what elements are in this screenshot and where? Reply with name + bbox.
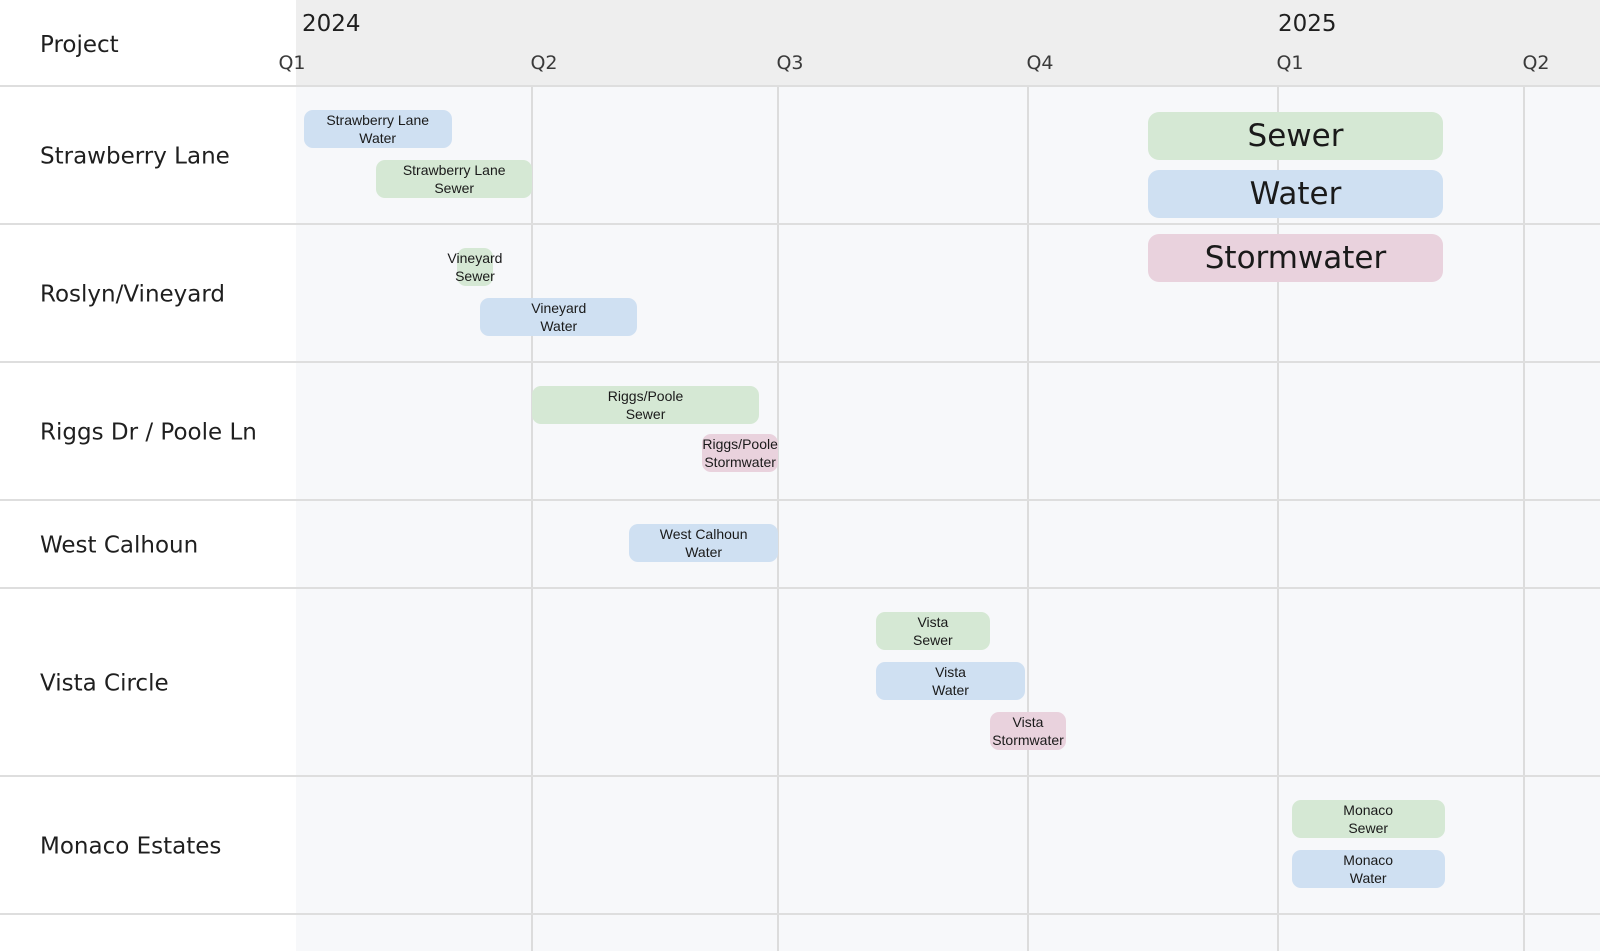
project-column-header: Project (0, 0, 296, 86)
project-column-title: Project (40, 32, 119, 58)
task-bar-sewer[interactable]: Monaco Sewer (1291, 800, 1445, 838)
task-bar-sewer[interactable]: Strawberry Lane Sewer (376, 160, 532, 198)
task-bar-water[interactable]: West Calhoun Water (629, 524, 778, 562)
row-divider (0, 913, 1600, 915)
quarter-label: Q2 (530, 52, 558, 74)
task-bar-sewer[interactable]: Riggs/Poole Sewer (532, 386, 760, 424)
quarter-label: Q1 (278, 52, 306, 74)
quarter-gridline (531, 86, 533, 951)
row-divider (0, 587, 1600, 589)
quarter-label: Q3 (776, 52, 804, 74)
task-bar-stormwater[interactable]: Vista Stormwater (989, 712, 1067, 750)
legend-item-stormwater: Stormwater (1148, 234, 1443, 282)
row-label: West Calhoun (40, 532, 199, 559)
row-divider (0, 361, 1600, 363)
quarter-label: Q4 (1026, 52, 1054, 74)
task-bar-sewer[interactable]: Vineyard Sewer (447, 248, 503, 286)
quarter-gridline (1027, 86, 1029, 951)
quarter-gridline (1277, 86, 1279, 951)
row-divider (0, 85, 1600, 87)
task-bar-sewer[interactable]: Vista Sewer (875, 612, 990, 650)
task-bar-water[interactable]: Vineyard Water (480, 298, 638, 336)
quarter-gridline (777, 86, 779, 951)
row-divider (0, 223, 1600, 225)
legend-item-water: Water (1148, 170, 1443, 218)
quarter-gridline (1523, 86, 1525, 951)
row-label: Strawberry Lane (40, 143, 230, 170)
row-label: Riggs Dr / Poole Ln (40, 419, 257, 446)
quarter-label: Q1 (1276, 52, 1304, 74)
quarter-label: Q2 (1522, 52, 1550, 74)
row-divider (0, 499, 1600, 501)
task-bar-water[interactable]: Strawberry Lane Water (303, 110, 452, 148)
row-label: Roslyn/Vineyard (40, 281, 226, 308)
year-label: 2025 (1278, 11, 1337, 37)
legend-item-sewer: Sewer (1148, 112, 1443, 160)
task-bar-stormwater[interactable]: Riggs/Poole Stormwater (702, 434, 778, 472)
task-bar-water[interactable]: Monaco Water (1291, 850, 1445, 888)
row-label: Vista Circle (40, 670, 169, 697)
task-bar-water[interactable]: Vista Water (875, 662, 1026, 700)
timeline-header (296, 0, 1600, 86)
row-label: Monaco Estates (40, 833, 222, 860)
row-divider (0, 775, 1600, 777)
year-label: 2024 (302, 11, 361, 37)
